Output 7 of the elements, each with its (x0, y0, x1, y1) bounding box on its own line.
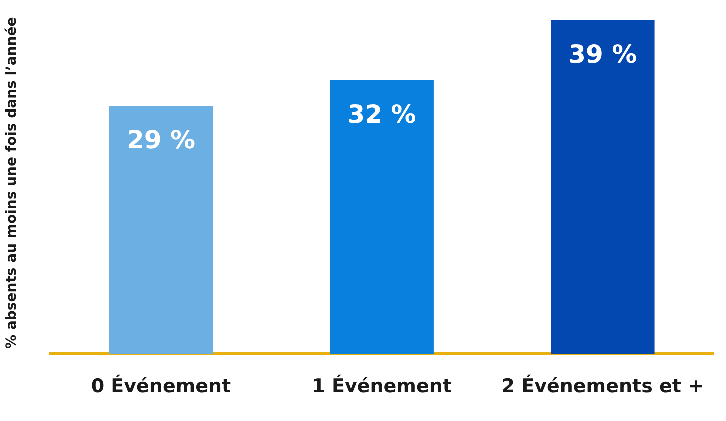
data-label: 39 % (568, 40, 638, 70)
x-tick-label: 2 Événements et + (502, 374, 704, 398)
y-axis-title: % absents au moins une fois dans l’année (4, 17, 20, 349)
x-tick-label: 1 Événement (312, 374, 452, 398)
data-label: 29 % (126, 126, 196, 155)
data-label: 32 % (348, 100, 416, 129)
x-tick-label: 0 Événement (91, 374, 232, 398)
